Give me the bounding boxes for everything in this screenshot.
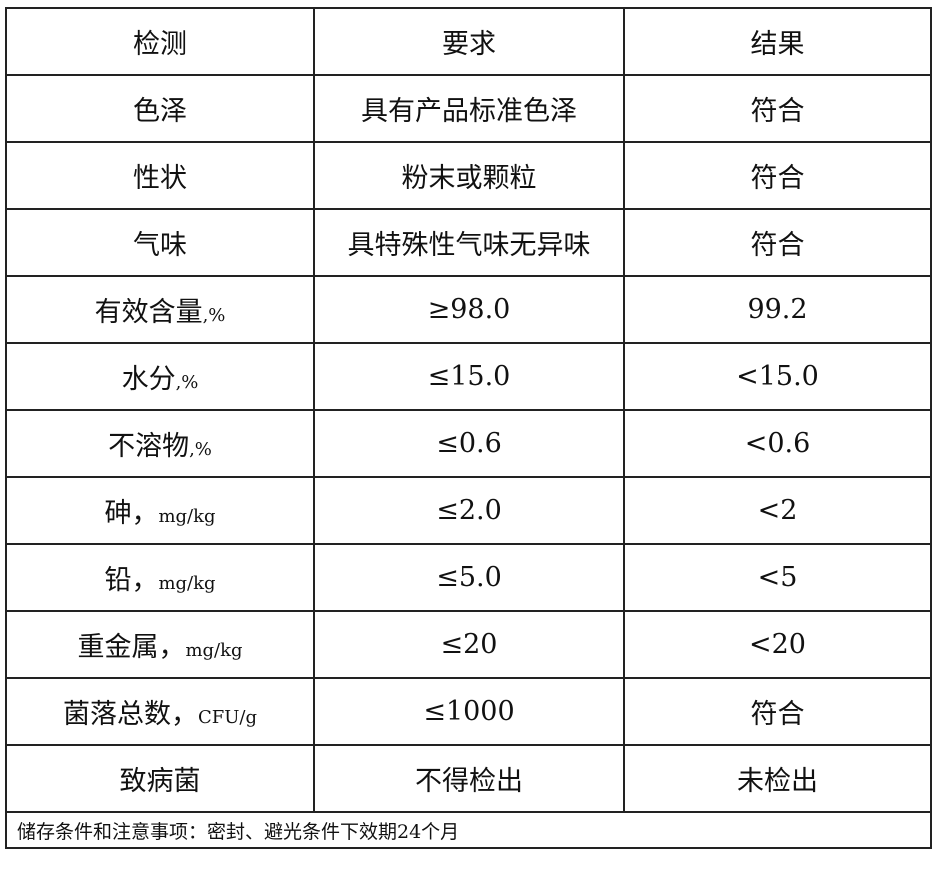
specification-table: 检测 要求 结果 色泽 具有产品标准色泽 符合 性状 粉末或颗粒 符合 气味 具特殊性气味无异… — [5, 7, 932, 849]
result-cell: <20 — [623, 610, 932, 679]
requirement-cell: ≤20 — [313, 610, 625, 679]
result-cell: 符合 — [623, 677, 932, 746]
test-unit: ,% — [175, 372, 199, 393]
test-item: 致病菌 — [119, 766, 201, 797]
test-unit: ,% — [189, 439, 212, 460]
test-unit: ,% — [202, 305, 226, 326]
test-item: 色泽 — [133, 96, 187, 127]
requirement-cell: 具特殊性气味无异味 — [313, 208, 625, 277]
table-row: 水分,% ≤15.0 <15.0 — [5, 342, 932, 411]
test-unit: CFU/g — [197, 707, 258, 728]
test-item: 砷， — [104, 498, 159, 529]
requirement-cell: ≤1000 — [313, 677, 625, 746]
requirement-cell: ≤15.0 — [313, 342, 625, 411]
result-cell: <15.0 — [623, 342, 932, 411]
result-cell: 99.2 — [623, 275, 932, 344]
test-item: 性状 — [133, 163, 187, 194]
test-item: 不溶物 — [108, 431, 190, 462]
test-unit: mg/kg — [185, 640, 243, 661]
test-item-cell: 重金属，mg/kg — [5, 610, 315, 679]
result-cell: <0.6 — [623, 409, 932, 478]
test-item-cell: 色泽 — [5, 74, 315, 143]
test-item-cell: 致病菌 — [5, 744, 315, 813]
requirement-cell: 粉末或颗粒 — [313, 141, 625, 210]
table-row: 铅，mg/kg ≤5.0 <5 — [5, 543, 932, 612]
table-row: 有效含量,% ≥98.0 99.2 — [5, 275, 932, 344]
test-item-cell: 菌落总数，CFU/g — [5, 677, 315, 746]
table-row: 致病菌 不得检出 未检出 — [5, 744, 932, 813]
test-item-cell: 水分,% — [5, 342, 315, 411]
requirement-cell: ≥98.0 — [313, 275, 625, 344]
test-item-cell: 铅，mg/kg — [5, 543, 315, 612]
table-row: 菌落总数，CFU/g ≤1000 符合 — [5, 677, 932, 746]
requirement-cell: 不得检出 — [313, 744, 625, 813]
test-item-cell: 砷，mg/kg — [5, 476, 315, 545]
requirement-cell: ≤5.0 — [313, 543, 625, 612]
requirement-cell: ≤0.6 — [313, 409, 625, 478]
header-test: 检测 — [5, 7, 315, 76]
storage-note: 储存条件和注意事项：密封、避光条件下效期24个月 — [5, 811, 932, 849]
table-row: 色泽 具有产品标准色泽 符合 — [5, 74, 932, 143]
test-item-cell: 性状 — [5, 141, 315, 210]
test-item-cell: 气味 — [5, 208, 315, 277]
result-cell: <5 — [623, 543, 932, 612]
requirement-cell: 具有产品标准色泽 — [313, 74, 625, 143]
table-row: 气味 具特殊性气味无异味 符合 — [5, 208, 932, 277]
result-cell: 未检出 — [623, 744, 932, 813]
result-cell: 符合 — [623, 141, 932, 210]
footer-row: 储存条件和注意事项：密封、避光条件下效期24个月 — [5, 811, 932, 849]
table-row: 重金属，mg/kg ≤20 <20 — [5, 610, 932, 679]
header-requirement: 要求 — [313, 7, 625, 76]
result-cell: <2 — [623, 476, 932, 545]
requirement-cell: ≤2.0 — [313, 476, 625, 545]
table-row: 不溶物,% ≤0.6 <0.6 — [5, 409, 932, 478]
test-item-cell: 不溶物,% — [5, 409, 315, 478]
result-cell: 符合 — [623, 74, 932, 143]
test-item: 铅， — [104, 565, 159, 596]
test-unit: mg/kg — [158, 573, 216, 594]
test-item-cell: 有效含量,% — [5, 275, 315, 344]
test-item: 水分 — [121, 364, 176, 395]
test-item: 有效含量 — [94, 297, 203, 328]
result-cell: 符合 — [623, 208, 932, 277]
test-item: 菌落总数， — [62, 699, 198, 730]
header-result: 结果 — [623, 7, 932, 76]
test-unit: mg/kg — [158, 506, 216, 527]
header-row: 检测 要求 结果 — [5, 7, 932, 76]
table-row: 性状 粉末或颗粒 符合 — [5, 141, 932, 210]
test-item: 重金属， — [77, 632, 186, 663]
test-item: 气味 — [133, 230, 187, 261]
table-row: 砷，mg/kg ≤2.0 <2 — [5, 476, 932, 545]
